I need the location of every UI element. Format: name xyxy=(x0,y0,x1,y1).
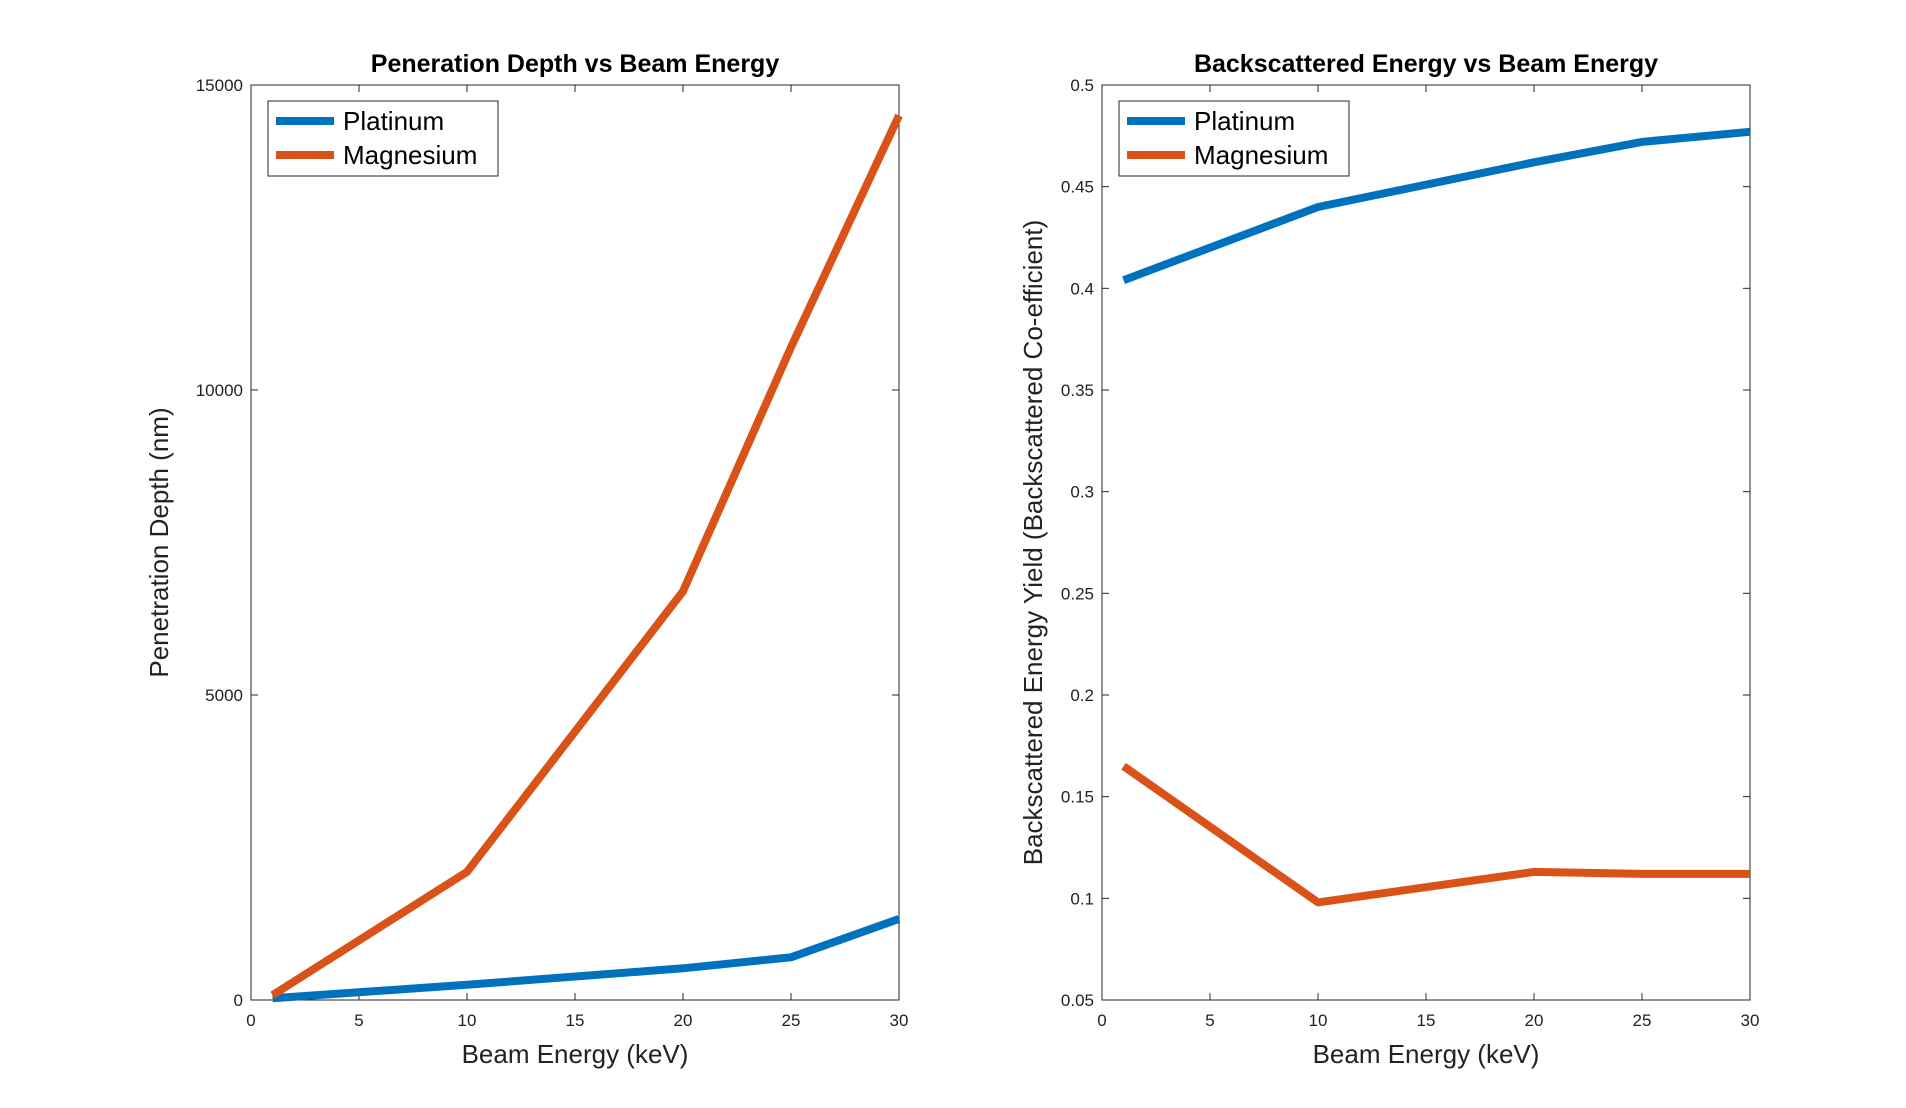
y-tick-label: 0.25 xyxy=(1061,584,1094,603)
chart-1: 0 5 10 15 20 25 30 0 5000 10000 15000 Peneration De… xyxy=(144,50,908,1069)
y-tick-label: 0.3 xyxy=(1070,483,1094,502)
x-tick-label: 30 xyxy=(890,1011,909,1030)
x-tick-label: 25 xyxy=(782,1011,801,1030)
y-tick-label: 0.15 xyxy=(1061,788,1094,807)
legend-box xyxy=(267,100,499,177)
plot-area xyxy=(250,84,900,1001)
y-axis-label: Penetration Depth (nm) xyxy=(144,407,174,677)
chart-2: 0 5 10 15 20 25 30 0.05 0.1 0.15 0.2 0.25 0.3 0.35 0.4… xyxy=(1018,50,1759,1069)
y-axis-label: Backscattered Energy Yield (Backscattere… xyxy=(1018,220,1048,866)
y-tick-label: 0.1 xyxy=(1070,889,1094,908)
y-tick-label: 0.35 xyxy=(1061,381,1094,400)
y-tick-label: 0.45 xyxy=(1061,178,1094,197)
plot-area xyxy=(1101,84,1751,1001)
legend-label-magnesium: Magnesium xyxy=(343,140,477,170)
y-tick-label: 5000 xyxy=(205,686,243,705)
x-tick-label: 20 xyxy=(674,1011,693,1030)
legend-label-magnesium: Magnesium xyxy=(1194,140,1328,170)
legend-label-platinum: Platinum xyxy=(343,106,444,136)
y-tick-label: 0.2 xyxy=(1070,686,1094,705)
y-tick-label: 0 xyxy=(234,991,243,1010)
x-axis-label: Beam Energy (keV) xyxy=(462,1039,689,1069)
x-tick-label: 25 xyxy=(1633,1011,1652,1030)
legend: Platinum Magnesium xyxy=(1118,100,1350,177)
x-tick-label: 15 xyxy=(566,1011,585,1030)
x-tick-label: 30 xyxy=(1741,1011,1760,1030)
x-tick-label: 10 xyxy=(1309,1011,1328,1030)
x-tick-label: 10 xyxy=(458,1011,477,1030)
x-tick-label: 0 xyxy=(1097,1011,1106,1030)
x-tick-label: 0 xyxy=(246,1011,255,1030)
y-tick-label: 0.4 xyxy=(1070,279,1094,298)
x-tick-label: 15 xyxy=(1417,1011,1436,1030)
y-tick-label: 10000 xyxy=(196,381,243,400)
x-tick-label: 5 xyxy=(1205,1011,1214,1030)
y-tick-label: 0.05 xyxy=(1061,991,1094,1010)
y-tick-label: 0.5 xyxy=(1070,76,1094,95)
legend: Platinum Magnesium xyxy=(267,100,499,177)
legend-label-platinum: Platinum xyxy=(1194,106,1295,136)
chart-title: Backscattered Energy vs Beam Energy xyxy=(1194,50,1658,78)
y-tick-label: 15000 xyxy=(196,76,243,95)
x-tick-label: 20 xyxy=(1525,1011,1544,1030)
x-tick-label: 5 xyxy=(354,1011,363,1030)
chart-title: Peneration Depth vs Beam Energy xyxy=(371,50,780,78)
x-axis-label: Beam Energy (keV) xyxy=(1313,1039,1540,1069)
legend-box xyxy=(1118,100,1350,177)
